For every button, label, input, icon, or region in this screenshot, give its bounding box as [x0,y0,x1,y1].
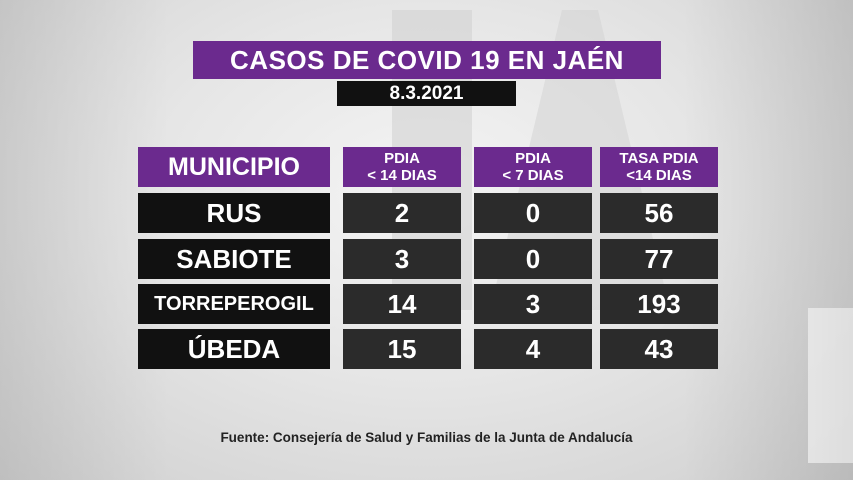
header-pdia-14: PDIA < 14 DIAS [343,147,461,187]
header-tasa-pdia: TASA PDIA <14 DIAS [600,147,718,187]
page-title: CASOS DE COVID 19 EN JAÉN [193,41,661,79]
row-municipio: TORREPEROGIL [138,284,330,324]
header-tasa-pdia-line2: <14 DIAS [626,167,692,184]
header-pdia-14-line1: PDIA [384,150,420,167]
header-tasa-pdia-line1: TASA PDIA [619,150,699,167]
header-municipio: MUNICIPIO [138,147,330,187]
date-label: 8.3.2021 [337,81,516,106]
row-municipio: RUS [138,193,330,233]
cell-tasa-pdia: 56 [600,193,718,233]
source-note: Fuente: Consejería de Salud y Familias d… [220,430,633,445]
cell-pdia-7: 0 [474,193,592,233]
cell-tasa-pdia: 193 [600,284,718,324]
row-municipio: ÚBEDA [138,329,330,369]
header-pdia-7-line2: < 7 DIAS [502,167,564,184]
cell-pdia-7: 4 [474,329,592,369]
header-pdia-7-line1: PDIA [515,150,551,167]
header-pdia-7: PDIA < 7 DIAS [474,147,592,187]
cell-tasa-pdia: 77 [600,239,718,279]
cell-pdia-14: 3 [343,239,461,279]
cell-pdia-7: 0 [474,239,592,279]
cell-pdia-14: 2 [343,193,461,233]
cell-pdia-14: 15 [343,329,461,369]
cell-tasa-pdia: 43 [600,329,718,369]
cell-pdia-14: 14 [343,284,461,324]
cell-pdia-7: 3 [474,284,592,324]
row-municipio: SABIOTE [138,239,330,279]
background-shape [808,308,853,463]
header-pdia-14-line2: < 14 DIAS [367,167,437,184]
